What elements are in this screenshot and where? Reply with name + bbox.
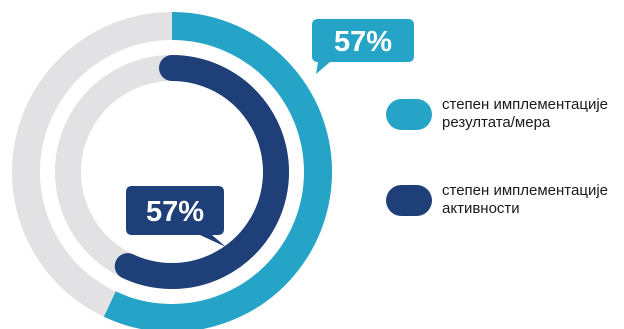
inner-value-label: 57%: [146, 196, 204, 228]
inner-value-callout: 57%: [126, 186, 226, 247]
outer-ring-arc: [103, 12, 332, 329]
inner-callout-bubble: [126, 186, 226, 247]
outer-value-label: 57%: [334, 26, 392, 58]
legend-item-results: степен имплементације резултата/мера: [386, 96, 616, 132]
legend-label-results: степен имплементације резултата/мера: [442, 96, 608, 131]
outer-value-callout: 57%: [312, 19, 414, 74]
legend-swatch-activities: [386, 184, 432, 216]
outer-callout-bubble: [312, 19, 414, 74]
legend-label-activities: степен имплементације активности: [442, 182, 608, 217]
inner-ring-arc: [114, 55, 289, 289]
legend-swatch-results: [386, 98, 432, 130]
legend-item-activities: степен имплементације активности: [386, 182, 616, 218]
